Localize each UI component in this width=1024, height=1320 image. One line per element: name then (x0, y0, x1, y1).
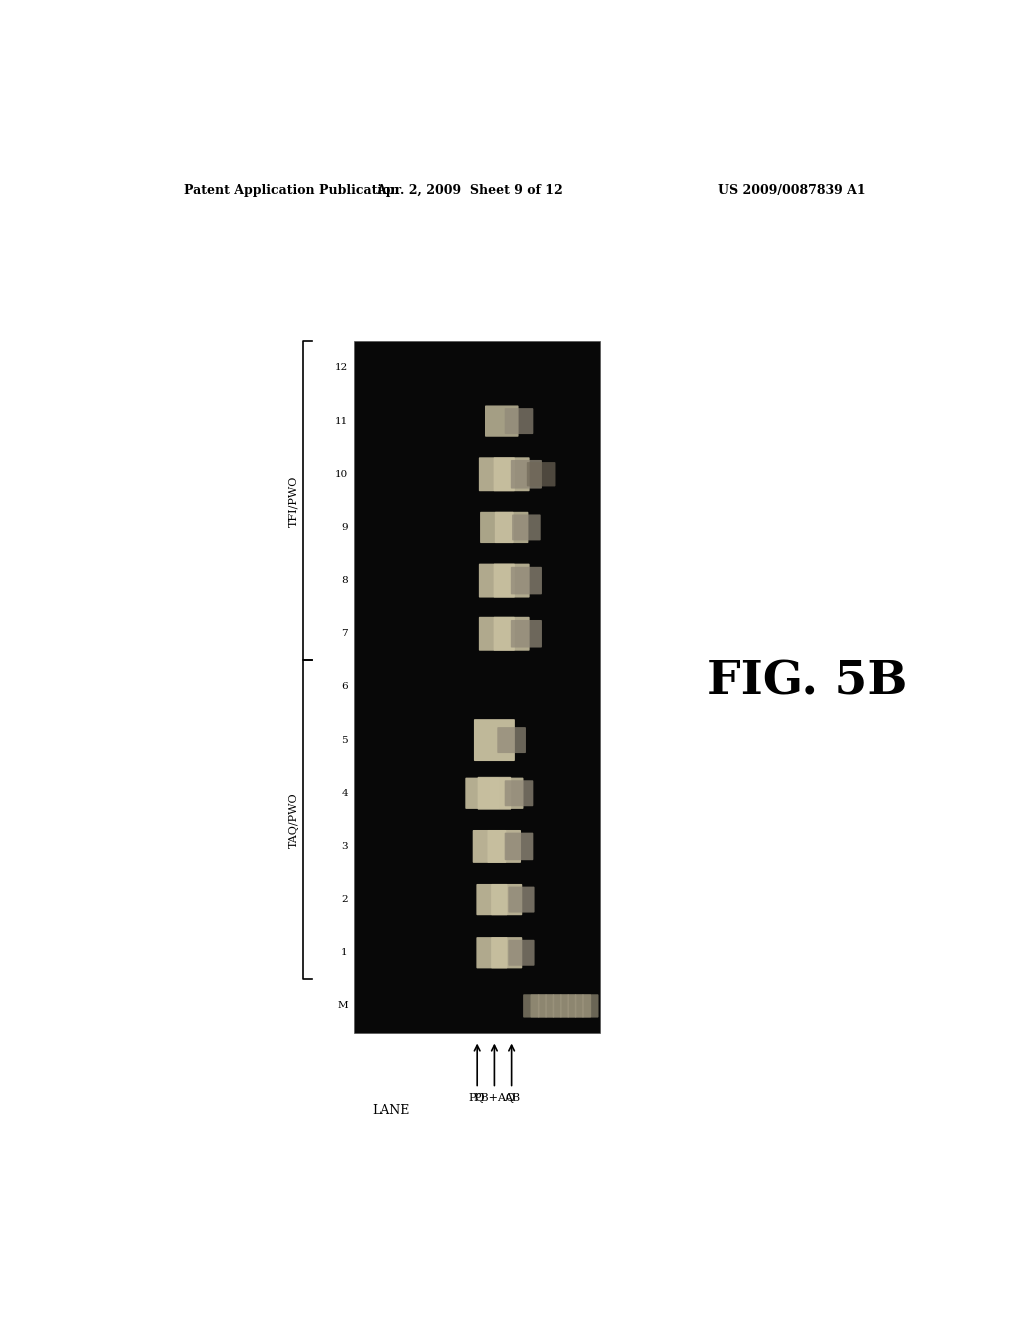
FancyBboxPatch shape (505, 408, 534, 434)
FancyBboxPatch shape (560, 994, 577, 1018)
Text: AB: AB (504, 1093, 520, 1104)
FancyBboxPatch shape (479, 616, 515, 651)
Bar (354, 342, 600, 1032)
FancyBboxPatch shape (494, 564, 529, 598)
Text: Patent Application Publication: Patent Application Publication (183, 183, 399, 197)
FancyBboxPatch shape (553, 994, 569, 1018)
FancyBboxPatch shape (487, 830, 521, 863)
FancyBboxPatch shape (512, 515, 541, 540)
Text: 4: 4 (341, 789, 348, 797)
FancyBboxPatch shape (479, 564, 515, 598)
FancyBboxPatch shape (526, 462, 555, 487)
FancyBboxPatch shape (530, 994, 547, 1018)
Text: 3: 3 (341, 842, 348, 851)
FancyBboxPatch shape (494, 616, 529, 651)
FancyBboxPatch shape (479, 457, 515, 491)
Text: LANE: LANE (373, 1104, 410, 1117)
FancyBboxPatch shape (523, 994, 540, 1018)
FancyBboxPatch shape (494, 457, 529, 491)
Text: TFI/PWO: TFI/PWO (289, 475, 299, 527)
Text: 6: 6 (341, 682, 348, 692)
FancyBboxPatch shape (476, 937, 508, 969)
FancyBboxPatch shape (476, 884, 508, 915)
FancyBboxPatch shape (508, 940, 535, 966)
FancyBboxPatch shape (511, 620, 542, 648)
FancyBboxPatch shape (583, 994, 598, 1018)
FancyBboxPatch shape (574, 994, 591, 1018)
FancyBboxPatch shape (545, 994, 561, 1018)
FancyBboxPatch shape (511, 566, 542, 594)
FancyBboxPatch shape (538, 994, 554, 1018)
FancyBboxPatch shape (511, 459, 542, 488)
FancyBboxPatch shape (489, 777, 523, 809)
Text: 1: 1 (341, 948, 348, 957)
Text: 5: 5 (341, 735, 348, 744)
Text: 7: 7 (341, 630, 348, 639)
Text: US 2009/0087839 A1: US 2009/0087839 A1 (719, 183, 866, 197)
Text: TAQ/PWO: TAQ/PWO (289, 792, 299, 847)
Text: M: M (337, 1002, 348, 1010)
Text: FIG. 5B: FIG. 5B (708, 659, 907, 705)
Text: Apr. 2, 2009  Sheet 9 of 12: Apr. 2, 2009 Sheet 9 of 12 (376, 183, 562, 197)
Text: 8: 8 (341, 576, 348, 585)
FancyBboxPatch shape (498, 727, 526, 754)
Text: PB+AQ: PB+AQ (473, 1093, 515, 1104)
Text: 12: 12 (335, 363, 348, 372)
FancyBboxPatch shape (477, 777, 511, 809)
FancyBboxPatch shape (505, 780, 534, 807)
FancyBboxPatch shape (567, 994, 584, 1018)
FancyBboxPatch shape (465, 777, 499, 809)
Text: 10: 10 (335, 470, 348, 479)
Text: 9: 9 (341, 523, 348, 532)
FancyBboxPatch shape (473, 830, 506, 863)
FancyBboxPatch shape (474, 719, 515, 762)
Text: 11: 11 (335, 417, 348, 425)
FancyBboxPatch shape (485, 405, 518, 437)
FancyBboxPatch shape (505, 833, 534, 861)
FancyBboxPatch shape (480, 512, 514, 543)
FancyBboxPatch shape (508, 887, 535, 912)
FancyBboxPatch shape (495, 512, 528, 543)
Text: 2: 2 (341, 895, 348, 904)
FancyBboxPatch shape (492, 937, 522, 969)
Text: PQ: PQ (469, 1093, 485, 1104)
FancyBboxPatch shape (492, 884, 522, 915)
